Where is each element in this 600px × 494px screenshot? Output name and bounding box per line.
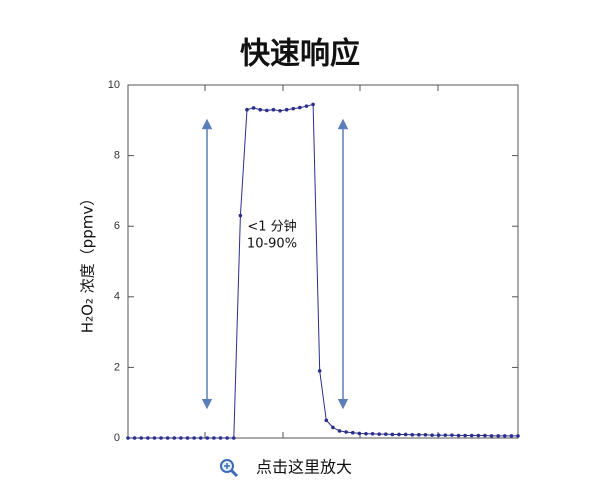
data-point (245, 107, 249, 112)
data-point (172, 436, 177, 440)
plot-frame (127, 84, 519, 439)
annotation: 10-90% (247, 237, 297, 252)
data-point (463, 433, 467, 438)
data-point (456, 433, 461, 438)
data-point (284, 107, 289, 112)
data-point (198, 436, 203, 440)
data-point (390, 432, 395, 437)
data-point (337, 429, 342, 433)
data-point (165, 436, 170, 440)
data-line (128, 103, 518, 439)
data-point (410, 433, 415, 437)
data-point (364, 431, 368, 436)
data-point (397, 432, 401, 437)
data-point (370, 431, 375, 436)
data-point (159, 436, 163, 440)
data-point (496, 434, 500, 438)
data-point (205, 436, 210, 440)
data-point (476, 433, 481, 438)
data-point (139, 436, 144, 440)
data-point (350, 430, 355, 435)
data-point (509, 434, 514, 438)
y-tick-label: 2 (114, 361, 120, 373)
data-point (436, 433, 441, 437)
data-point (258, 107, 263, 112)
data-point (377, 432, 381, 436)
data-point (502, 434, 507, 438)
data-point (291, 106, 296, 111)
y-tick-label: 4 (114, 291, 120, 303)
data-point (383, 432, 388, 436)
data-point (278, 108, 282, 113)
data-point (450, 433, 454, 437)
data-point (225, 436, 229, 440)
data-point (417, 433, 421, 437)
data-point (212, 436, 216, 440)
data-point (344, 430, 348, 434)
zoom-link[interactable]: 点击这里放大 (256, 458, 352, 477)
data-point (483, 433, 487, 438)
data-point (443, 433, 448, 437)
y-tick-label: 6 (114, 220, 120, 232)
data-point (423, 433, 428, 437)
data-point (238, 213, 243, 218)
zoom-button[interactable]: 点击这里放大 (220, 458, 352, 478)
data-point (192, 436, 196, 440)
y-tick-label: 10 (108, 79, 120, 91)
data-point (430, 433, 434, 437)
data-point (489, 434, 494, 438)
data-point (516, 434, 520, 438)
data-point (185, 436, 190, 440)
data-point (231, 436, 236, 440)
data-point (179, 436, 183, 440)
y-axis-label: H₂O₂ 浓度（ppmv） (79, 191, 97, 333)
data-point (126, 436, 130, 440)
data-point (265, 108, 269, 113)
data-point (311, 102, 315, 107)
data-point (132, 436, 137, 440)
data-point (403, 432, 408, 437)
data-point (304, 104, 309, 108)
data-point (152, 436, 157, 440)
data-point (251, 106, 256, 110)
data-point (469, 433, 474, 438)
data-point (298, 105, 302, 110)
data-point (357, 431, 362, 436)
annotation: <1 分钟 (247, 219, 296, 235)
chart-title: 快速响应 (240, 37, 360, 72)
data-point (218, 436, 223, 440)
data-point (271, 107, 276, 112)
zoom-icon-handle[interactable] (229, 468, 239, 478)
data-point (146, 436, 150, 440)
y-tick-label: 8 (114, 150, 120, 162)
zoom-icon-plus[interactable] (224, 463, 230, 469)
data-point (331, 425, 335, 430)
data-point (317, 369, 322, 373)
data-point (324, 418, 329, 423)
y-tick-label: 0 (114, 432, 120, 444)
